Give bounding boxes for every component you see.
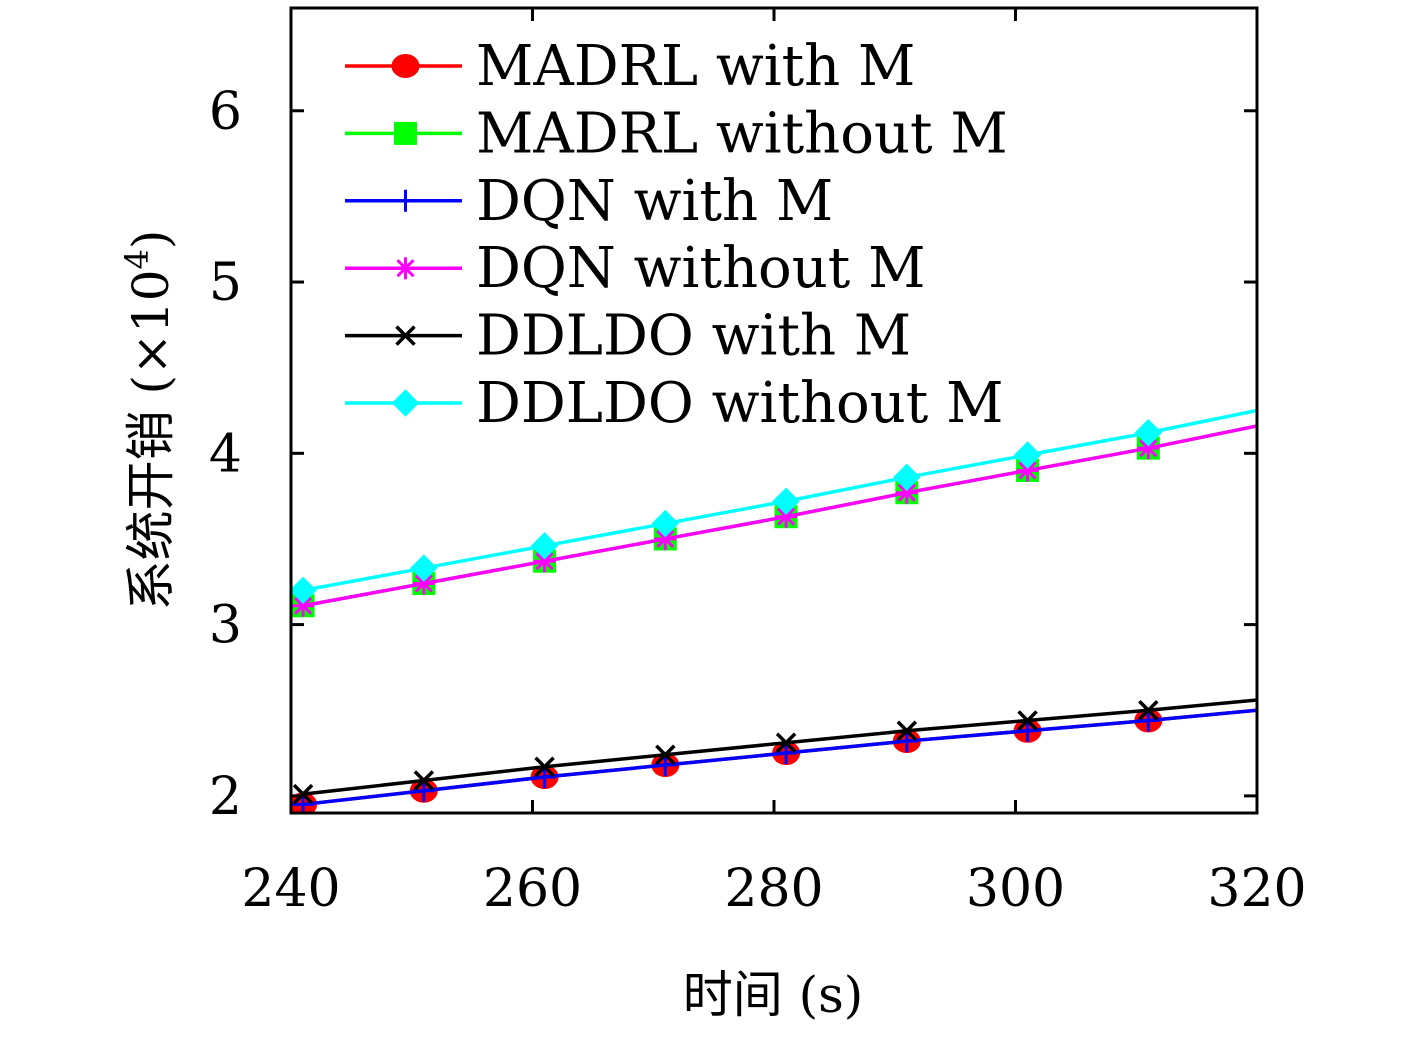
data-point — [655, 744, 676, 766]
legend-entry: DDLDO with M — [345, 304, 911, 369]
series-dqn-with-m — [292, 708, 1257, 813]
series-ddldo-without-m — [291, 408, 1257, 605]
x-tick-label: 300 — [966, 859, 1065, 919]
y-tick-label: 6 — [209, 82, 242, 142]
y-tick-label: 3 — [209, 596, 242, 656]
data-point — [775, 742, 798, 765]
legend-marker — [394, 121, 417, 145]
legend-entry: MADRL without M — [345, 101, 1008, 166]
data-point — [1134, 419, 1163, 447]
data-point — [530, 532, 559, 560]
legend-marker — [395, 325, 416, 346]
legend-label: DQN without M — [476, 236, 925, 301]
data-point — [1137, 437, 1160, 460]
data-point — [1137, 709, 1160, 732]
series-ddldo-with-m — [292, 698, 1257, 805]
data-point — [1017, 710, 1038, 731]
legend-entry: DQN without M — [345, 236, 925, 301]
y-axis-title-main: 系统开销 (×10 — [122, 269, 180, 610]
series-layer — [291, 408, 1257, 813]
legend-label: DDLDO with M — [476, 304, 911, 369]
data-point — [533, 550, 556, 573]
legend-marker — [391, 389, 420, 417]
y-tick-label: 4 — [209, 424, 242, 484]
data-point — [775, 732, 797, 754]
data-point — [413, 770, 435, 791]
y-axis-title-close: ) — [122, 230, 180, 250]
data-point — [775, 505, 798, 528]
data-point — [654, 527, 677, 550]
data-point — [1013, 441, 1042, 469]
data-point — [412, 572, 435, 595]
y-axis-title: 系统开销 (×104) — [118, 230, 180, 611]
data-point — [291, 576, 317, 605]
data-point — [292, 783, 314, 805]
data-point — [1016, 719, 1039, 742]
legend-marker — [394, 189, 417, 212]
data-point — [895, 481, 918, 504]
data-point — [895, 730, 918, 753]
legend-entry: DQN with M — [345, 169, 833, 234]
legend-entry: DDLDO without M — [345, 371, 1003, 436]
data-point — [1016, 459, 1039, 482]
legend-label: DQN with M — [476, 169, 833, 234]
data-point — [292, 594, 315, 617]
y-tick-label: 2 — [209, 767, 242, 827]
x-tick-label: 280 — [724, 859, 823, 919]
x-axis-title: 时间 (s) — [683, 966, 864, 1024]
data-point — [772, 487, 800, 515]
legend-entry: MADRL with M — [345, 34, 915, 99]
y-axis-title-exponent: 4 — [118, 249, 156, 269]
series-dqn-without-m — [292, 424, 1257, 617]
data-point — [412, 779, 435, 802]
legend-marker — [394, 257, 417, 280]
x-tick-label: 260 — [483, 859, 582, 919]
data-point — [534, 756, 555, 777]
legend-label: MADRL with M — [476, 34, 915, 99]
data-point — [1138, 699, 1159, 721]
legend-label: DDLDO without M — [476, 371, 1003, 436]
data-point — [654, 754, 677, 777]
data-point — [896, 720, 918, 742]
legend-marker — [391, 54, 420, 78]
x-tick-label: 320 — [1207, 859, 1306, 919]
x-tick-label: 240 — [241, 859, 340, 919]
y-tick-label: 5 — [209, 253, 242, 313]
axes: 240 260 280 300 320 2 3 4 5 6 — [209, 6, 1307, 919]
data-point — [893, 463, 921, 492]
data-point — [651, 509, 680, 538]
data-point — [410, 554, 438, 582]
data-point — [533, 766, 556, 789]
series-madrl-with-m — [291, 708, 1257, 813]
legend-label: MADRL without M — [476, 101, 1008, 166]
